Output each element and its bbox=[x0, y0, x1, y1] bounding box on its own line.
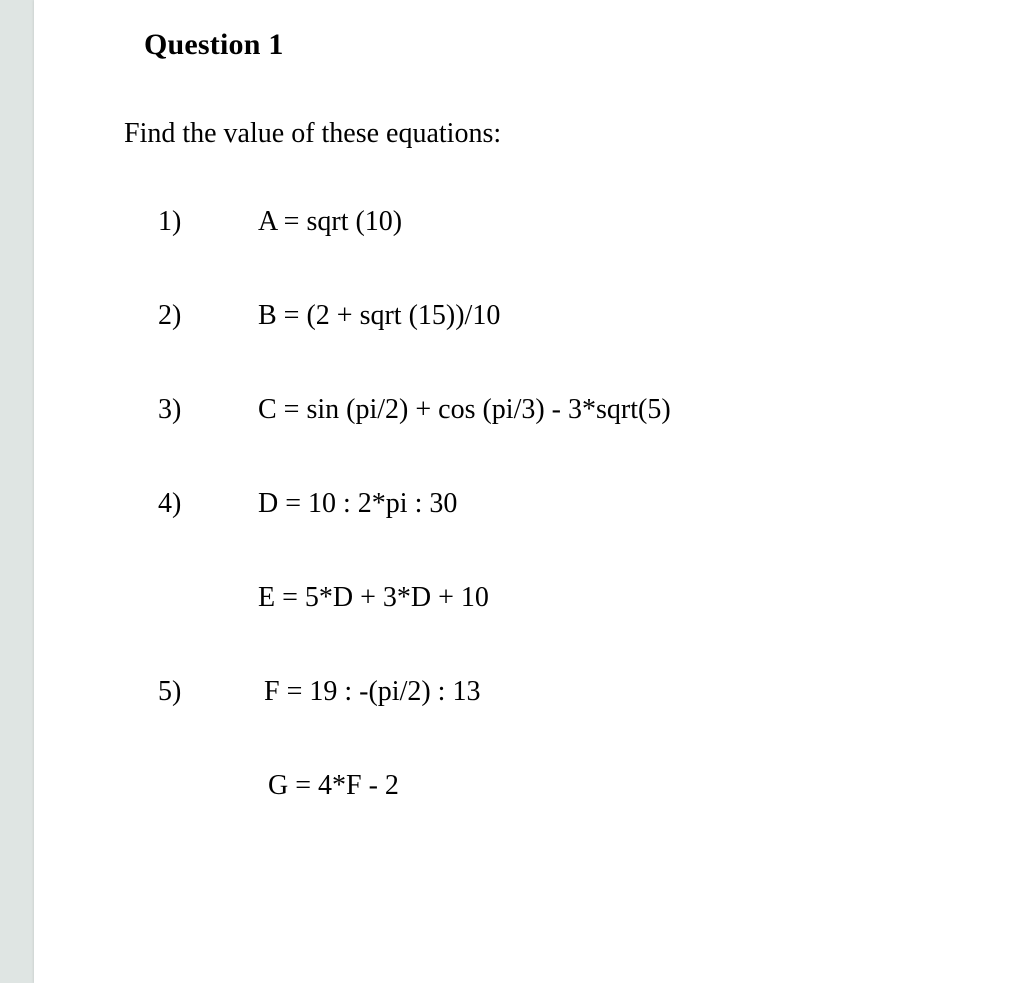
item-equation: B = (2 + sqrt (15))/10 bbox=[258, 300, 944, 332]
item-equation: D = 10 : 2*pi : 30 bbox=[258, 488, 944, 520]
item-equation: F = 19 : -(pi/2) : 13 bbox=[258, 676, 944, 708]
list-item: 1) A = sqrt (10) bbox=[158, 206, 944, 238]
item-equation: E = 5*D + 3*D + 10 bbox=[258, 582, 944, 614]
item-equation: A = sqrt (10) bbox=[258, 206, 944, 238]
list-item: 5) F = 19 : -(pi/2) : 13 bbox=[158, 676, 944, 708]
list-item: 3) C = sin (pi/2) + cos (pi/3) - 3*sqrt(… bbox=[158, 394, 944, 426]
item-number: 3) bbox=[158, 394, 258, 426]
item-number: 5) bbox=[158, 676, 258, 708]
left-margin-strip bbox=[0, 0, 34, 983]
document-page: Question 1 Find the value of these equat… bbox=[34, 0, 1024, 983]
list-item: G = 4*F - 2 bbox=[158, 770, 944, 802]
item-number: 2) bbox=[158, 300, 258, 332]
item-equation: G = 4*F - 2 bbox=[258, 770, 944, 802]
question-title: Question 1 bbox=[144, 28, 944, 62]
list-item: E = 5*D + 3*D + 10 bbox=[158, 582, 944, 614]
item-equation: C = sin (pi/2) + cos (pi/3) - 3*sqrt(5) bbox=[258, 394, 944, 426]
list-item: 4) D = 10 : 2*pi : 30 bbox=[158, 488, 944, 520]
equation-list: 1) A = sqrt (10) 2) B = (2 + sqrt (15))/… bbox=[158, 206, 944, 802]
item-number: 4) bbox=[158, 488, 258, 520]
item-number: 1) bbox=[158, 206, 258, 238]
question-instruction: Find the value of these equations: bbox=[124, 118, 944, 150]
list-item: 2) B = (2 + sqrt (15))/10 bbox=[158, 300, 944, 332]
